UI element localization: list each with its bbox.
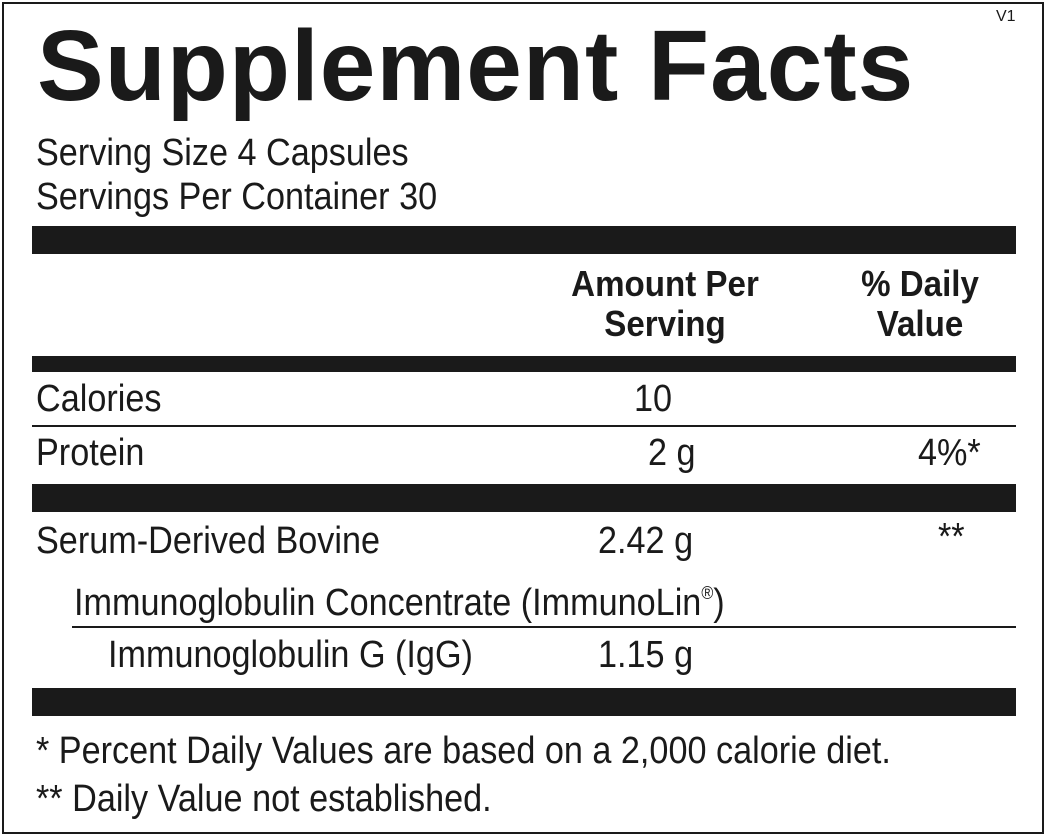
servings-per-container: Servings Per Container 30 [36,176,438,218]
panel-title: Supplement Facts [37,10,915,122]
daily-value-header: % Daily Value [828,264,1012,344]
header-divider [32,356,1016,372]
thick-divider-middle [32,484,1016,512]
amount-header-line1: Amount Per [571,263,759,304]
protein-amount: 2 g [648,432,696,474]
sdbi-label-line2: Immunoglobulin Concentrate (ImmunoLin®) [74,582,725,624]
sdbi-label-line1: Serum-Derived Bovine [36,520,381,562]
sub-row-divider [72,626,1016,628]
row-divider [32,425,1016,427]
protein-label: Protein [36,432,145,474]
thick-divider-top [32,226,1016,254]
calories-amount: 10 [634,378,673,420]
sdbi-daily-value: ** [938,516,965,558]
registered-mark: ® [701,583,714,603]
igg-label: Immunoglobulin G (IgG) [108,634,473,676]
thick-divider-bottom [32,688,1016,716]
serving-size: Serving Size 4 Capsules [36,132,409,174]
sdbi-amount: 2.42 g [598,520,694,562]
amount-per-serving-header: Amount Per Serving [550,264,780,344]
amount-header-line2: Serving [604,303,726,344]
dv-header-line1: % Daily [861,263,979,304]
version-tag: V1 [996,8,1016,25]
dv-header-line2: Value [876,303,964,344]
igg-amount: 1.15 g [598,634,694,676]
footnote-not-established: ** Daily Value not established. [36,778,492,820]
protein-daily-value: 4%* [918,432,981,474]
footnote-daily-values: * Percent Daily Values are based on a 2,… [36,730,891,772]
calories-label: Calories [36,378,162,420]
